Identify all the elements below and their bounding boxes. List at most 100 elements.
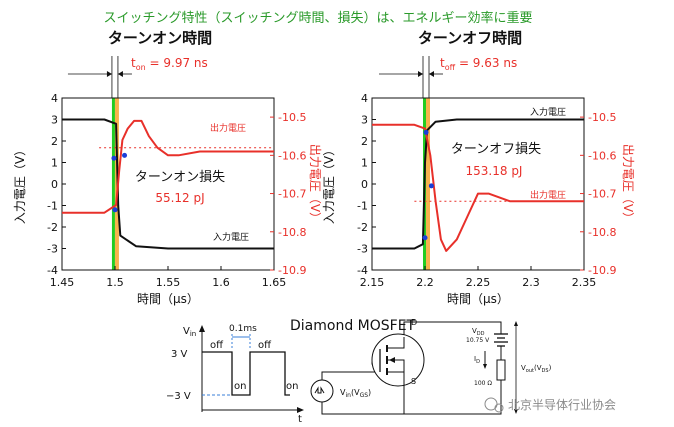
data-marker — [111, 155, 117, 161]
vdd-value: 10.75 V — [466, 337, 490, 344]
turn-on-time-annotation: ton = 9.97 ns — [131, 56, 208, 72]
left-tick-label: -1 — [47, 200, 58, 213]
watermark-icon-2 — [494, 403, 504, 413]
pulse-v-arrow — [199, 325, 205, 332]
pulse-off-1: off — [210, 340, 224, 351]
x-tick-label: 2.2 — [416, 276, 434, 289]
switch-band-orange — [426, 98, 430, 270]
page-header: スイッチング特性（スイッチング時間、損失）は、エネルギー効率に重要 — [103, 10, 532, 26]
turn-off-loss-label: ターンオフ損失 — [451, 142, 541, 157]
pulse-t-label: t — [298, 414, 302, 425]
x-tick-label: 1.55 — [156, 276, 181, 289]
drain-wire — [403, 321, 502, 337]
x-tick-label: 2.15 — [360, 276, 385, 289]
pulse-low-label: −3 V — [166, 391, 191, 402]
x-tick-label: 1.45 — [50, 276, 75, 289]
turn-on-chart: 43210-1-2-3-4-10.5-10.6-10.7-10.8-10.91.… — [13, 56, 322, 306]
left-axis-label: 入力電圧（V） — [322, 144, 336, 224]
left-tick-label: 0 — [361, 178, 368, 191]
left-tick-label: 0 — [51, 178, 58, 191]
vin-source-symbol — [314, 386, 325, 394]
vout-label: Vout(VDS) — [521, 364, 552, 374]
left-tick-label: 1 — [51, 157, 58, 170]
vin-gs-label: Vin(VGS) — [340, 388, 371, 399]
pulse-high-label: 3 V — [171, 349, 188, 360]
turn-off-chart: 43210-1-2-3-4-10.5-10.6-10.7-10.8-10.92.… — [322, 56, 635, 306]
turn-on-loss-value: 55.12 pJ — [155, 191, 204, 205]
left-tick-label: -4 — [47, 264, 58, 277]
right-tick-label: -10.6 — [278, 149, 306, 162]
left-tick-label: 3 — [361, 114, 368, 127]
x-axis-label: 時間（µs） — [447, 292, 509, 306]
turn-off-output-label: 出力電圧 — [530, 189, 566, 201]
time-bracket-arrow-left — [106, 71, 112, 77]
data-marker — [422, 235, 428, 241]
time-bracket-arrow-right — [117, 71, 123, 77]
id-label: ID — [474, 355, 480, 365]
data-marker — [112, 207, 118, 213]
id-arrow-head — [483, 364, 487, 369]
pulse-vin-label: Vin — [183, 326, 196, 338]
turn-off-title: ターンオフ時間 — [418, 29, 522, 47]
turn-on-output-label: 出力電圧 — [210, 122, 246, 134]
data-marker — [428, 183, 434, 189]
x-tick-label: 2.3 — [522, 276, 540, 289]
right-tick-label: -10.6 — [588, 149, 616, 162]
left-tick-label: 4 — [51, 92, 58, 105]
left-tick-label: -4 — [357, 264, 368, 277]
left-tick-label: -3 — [357, 243, 368, 256]
left-tick-label: 2 — [361, 135, 368, 148]
x-tick-label: 2.25 — [466, 276, 491, 289]
mosfet-drain-lead — [387, 337, 405, 349]
turn-on-input-label: 入力電圧 — [213, 231, 249, 243]
turn-off-loss-value: 153.18 pJ — [466, 164, 523, 178]
x-tick-label: 1.65 — [262, 276, 287, 289]
vout-arrow-bottom — [514, 409, 518, 414]
right-tick-label: -10.8 — [278, 226, 306, 239]
x-tick-label: 1.6 — [212, 276, 230, 289]
x-axis-label: 時間（µs） — [137, 292, 199, 306]
right-axis-label: 出力電圧（V） — [308, 144, 322, 224]
pulse-waveform: Vin t 3 V −3 V 0.1ms off off on on — [166, 324, 304, 425]
turn-off-input-label: 入力電圧 — [530, 106, 566, 118]
pulse-on-2: on — [286, 381, 298, 392]
terminal-s: S — [411, 377, 416, 386]
right-tick-label: -10.5 — [588, 111, 616, 124]
resistor-label: 100 Ω — [474, 380, 492, 387]
right-axis-label: 出力電圧（V） — [621, 144, 635, 224]
right-tick-label: -10.8 — [588, 226, 616, 239]
watermark-text: 北京半导体行业协会 — [508, 397, 616, 412]
left-tick-label: 2 — [51, 135, 58, 148]
right-tick-label: -10.7 — [588, 188, 616, 201]
input-voltage-trace — [372, 118, 584, 250]
switch-band-green — [111, 98, 115, 270]
right-tick-label: -10.7 — [278, 188, 306, 201]
data-marker — [423, 129, 429, 135]
mosfet-arrow — [389, 357, 395, 363]
load-resistor — [496, 359, 506, 381]
time-bracket-arrow-left — [418, 71, 423, 77]
mosfet-circuit: Diamond MOSFET Vin(VGS) G D S VDD 10.75 … — [290, 318, 552, 415]
vin-source — [310, 379, 334, 403]
x-tick-label: 2.35 — [572, 276, 597, 289]
terminal-d: D — [411, 318, 417, 327]
time-bracket-arrow-right — [429, 71, 434, 77]
pulse-trace — [202, 351, 290, 396]
turn-on-title: ターンオン時間 — [108, 29, 212, 47]
left-tick-label: 4 — [361, 92, 368, 105]
turn-on-loss-label: ターンオン損失 — [135, 170, 225, 185]
right-tick-label: -10.9 — [588, 264, 616, 277]
left-tick-label: -1 — [357, 200, 368, 213]
ground-wire — [321, 380, 502, 415]
left-tick-label: -2 — [47, 221, 58, 234]
pulse-t-arrow — [297, 407, 304, 413]
left-tick-label: -2 — [357, 221, 368, 234]
gate-wire — [321, 371, 380, 380]
watermark: 北京半导体行业协会 — [484, 397, 616, 413]
right-tick-label: -10.5 — [278, 111, 306, 124]
left-tick-label: -3 — [47, 243, 58, 256]
vdd-label: VDD — [472, 327, 485, 337]
mosfet-title: Diamond MOSFET — [290, 318, 416, 334]
output-voltage-trace — [62, 119, 274, 214]
